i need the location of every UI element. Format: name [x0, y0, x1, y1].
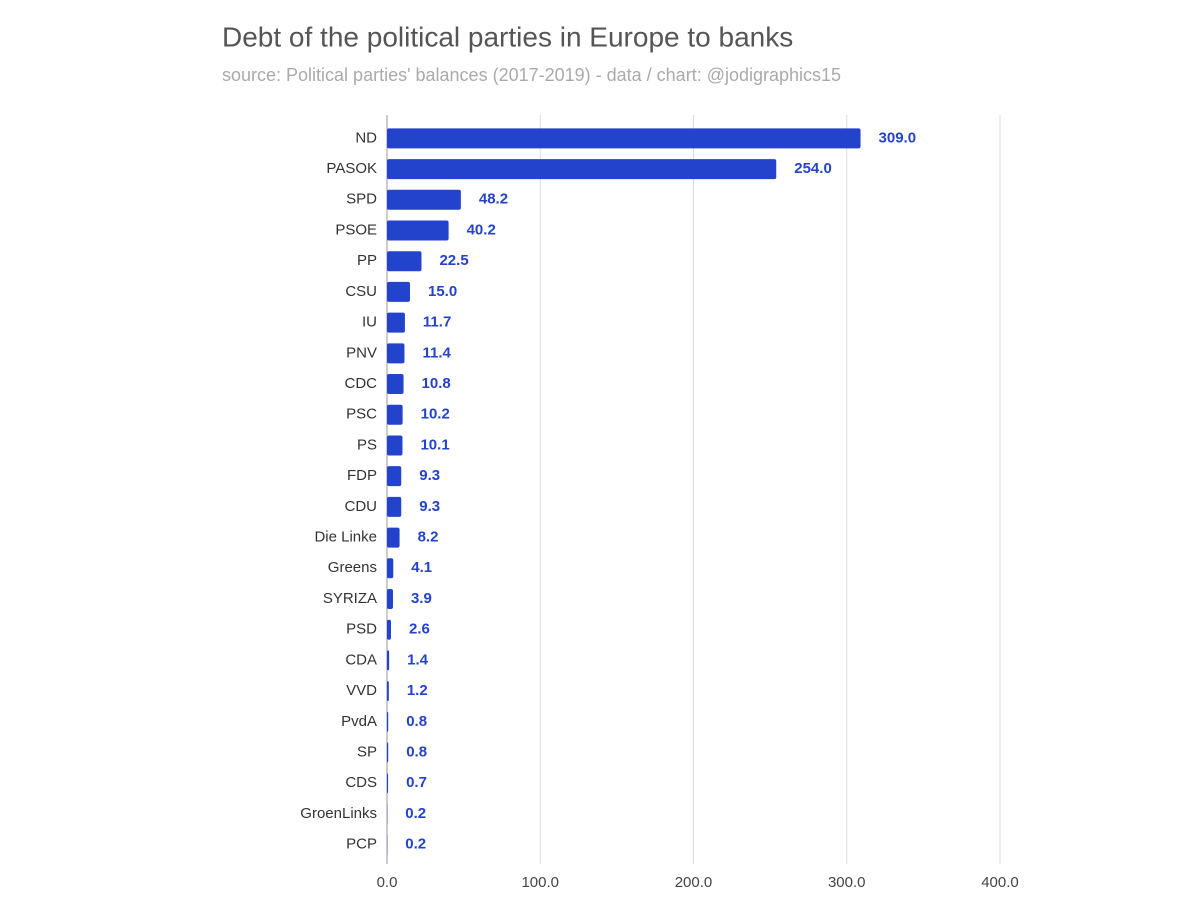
value-label: 11.4 [422, 344, 451, 361]
value-label: 254.0 [794, 160, 832, 177]
value-label: 40.2 [467, 221, 496, 238]
value-label: 15.0 [428, 283, 457, 300]
bar [387, 343, 405, 364]
value-label: 11.7 [423, 314, 451, 331]
chart-subtitle: source: Political parties' balances (201… [222, 65, 841, 85]
bar [387, 404, 403, 425]
y-tick-label: Die Linke [314, 529, 377, 546]
y-tick-label: SP [357, 743, 377, 760]
bar [387, 189, 461, 210]
bar [387, 773, 389, 794]
x-tick-label: 200.0 [675, 874, 713, 891]
value-label: 10.1 [420, 436, 449, 453]
y-tick-label: CDC [345, 375, 378, 392]
bar [387, 711, 389, 732]
y-tick-label: CDU [345, 498, 378, 515]
value-label: 9.3 [419, 467, 440, 484]
x-tick-label: 400.0 [981, 874, 1019, 891]
value-label: 48.2 [479, 191, 508, 208]
x-tick-label: 300.0 [828, 874, 866, 891]
y-tick-label: Greens [328, 559, 377, 576]
bar [387, 435, 403, 456]
x-tick-label: 0.0 [377, 874, 398, 891]
value-label: 10.2 [421, 406, 450, 423]
value-label: 0.2 [405, 836, 426, 853]
bar [387, 650, 390, 671]
value-label: 4.1 [411, 559, 432, 576]
y-tick-label: CSU [345, 283, 377, 300]
bar [387, 281, 410, 302]
y-tick-label: PCP [346, 836, 377, 853]
bar [387, 220, 449, 241]
value-label: 0.8 [406, 743, 427, 760]
value-label: 309.0 [879, 129, 917, 146]
value-label: 9.3 [419, 498, 440, 515]
bar [387, 681, 389, 702]
y-tick-label: PASOK [326, 160, 377, 177]
y-tick-label: SPD [346, 191, 377, 208]
value-label: 1.4 [407, 651, 429, 668]
bar [387, 558, 394, 579]
y-tick-label: FDP [347, 467, 377, 484]
value-label: 10.8 [422, 375, 451, 392]
bar [387, 496, 402, 517]
bar [387, 251, 422, 272]
y-tick-label: PNV [346, 344, 377, 361]
y-tick-label: PvdA [341, 713, 377, 730]
value-label: 0.7 [406, 774, 427, 791]
value-label: 22.5 [439, 252, 468, 269]
bar [387, 588, 393, 609]
y-tick-label: PSD [346, 621, 377, 638]
y-tick-label: PSC [346, 406, 377, 423]
y-tick-label: SYRIZA [323, 590, 377, 607]
value-label: 0.8 [406, 713, 427, 730]
y-tick-label: CDA [345, 651, 377, 668]
chart-title: Debt of the political parties in Europe … [222, 21, 793, 52]
x-tick-label: 100.0 [521, 874, 559, 891]
y-tick-label: CDS [345, 774, 377, 791]
y-tick-label: PP [357, 252, 377, 269]
y-tick-label: VVD [346, 682, 377, 699]
y-tick-label: IU [362, 314, 377, 331]
bar [387, 619, 391, 640]
value-label: 3.9 [411, 590, 432, 607]
y-tick-label: PS [357, 436, 377, 453]
bar [387, 466, 402, 487]
bar [387, 374, 404, 395]
value-label: 8.2 [418, 529, 439, 546]
bar [387, 159, 777, 180]
y-tick-label: GroenLinks [300, 805, 377, 822]
y-tick-label: ND [355, 129, 377, 146]
bar [387, 742, 389, 763]
bar [387, 527, 400, 548]
value-label: 1.2 [407, 682, 428, 699]
bar [387, 312, 405, 333]
bar [387, 128, 861, 149]
value-label: 0.2 [405, 805, 426, 822]
value-label: 2.6 [409, 621, 430, 638]
y-tick-label: PSOE [335, 221, 377, 238]
